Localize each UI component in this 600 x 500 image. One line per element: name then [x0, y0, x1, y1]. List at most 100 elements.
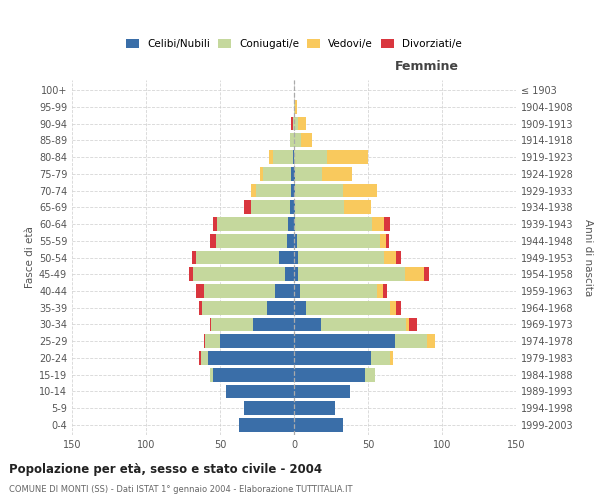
- Bar: [239, 418, 294, 432]
- Bar: [294, 250, 298, 264]
- Bar: [396, 250, 401, 264]
- Bar: [209, 318, 211, 332]
- Bar: [395, 334, 427, 348]
- Bar: [212, 217, 217, 231]
- Bar: [293, 150, 294, 164]
- Bar: [275, 284, 294, 298]
- Bar: [199, 351, 201, 365]
- Bar: [294, 234, 297, 247]
- Y-axis label: Fasce di età: Fasce di età: [25, 226, 35, 288]
- Bar: [291, 167, 294, 180]
- Legend: Celibi/Nubili, Coniugati/e, Vedovi/e, Divorziati/e: Celibi/Nubili, Coniugati/e, Vedovi/e, Di…: [126, 39, 462, 49]
- Bar: [298, 250, 384, 264]
- Bar: [294, 217, 295, 231]
- Bar: [295, 167, 322, 180]
- Bar: [297, 234, 380, 247]
- Bar: [406, 318, 409, 332]
- Bar: [294, 418, 343, 432]
- Bar: [208, 351, 294, 365]
- Bar: [212, 368, 294, 382]
- Bar: [217, 217, 288, 231]
- Bar: [320, 318, 406, 332]
- Bar: [294, 150, 326, 164]
- Bar: [343, 184, 377, 198]
- Bar: [383, 284, 387, 298]
- Bar: [244, 200, 251, 214]
- Bar: [298, 268, 405, 281]
- Bar: [209, 234, 215, 247]
- Bar: [287, 234, 294, 247]
- Bar: [201, 351, 208, 365]
- Bar: [294, 184, 295, 198]
- Bar: [294, 402, 335, 415]
- Bar: [377, 284, 383, 298]
- Bar: [244, 402, 294, 415]
- Bar: [295, 184, 343, 198]
- Bar: [294, 368, 365, 382]
- Bar: [386, 234, 389, 247]
- Bar: [268, 301, 294, 314]
- Bar: [405, 268, 424, 281]
- Bar: [294, 334, 395, 348]
- Bar: [256, 184, 291, 198]
- Bar: [396, 301, 401, 314]
- Bar: [291, 116, 293, 130]
- Text: COMUNE DI MONTI (SS) - Dati ISTAT 1° gennaio 2004 - Elaborazione TUTTITALIA.IT: COMUNE DI MONTI (SS) - Dati ISTAT 1° gen…: [9, 485, 353, 494]
- Text: Popolazione per età, sesso e stato civile - 2004: Popolazione per età, sesso e stato civil…: [9, 462, 322, 475]
- Bar: [294, 116, 298, 130]
- Bar: [253, 318, 294, 332]
- Bar: [279, 250, 294, 264]
- Bar: [373, 217, 384, 231]
- Bar: [260, 167, 263, 180]
- Bar: [390, 301, 396, 314]
- Bar: [294, 134, 301, 147]
- Bar: [263, 167, 291, 180]
- Bar: [306, 301, 390, 314]
- Bar: [294, 200, 295, 214]
- Bar: [344, 200, 371, 214]
- Bar: [295, 100, 297, 114]
- Bar: [204, 334, 205, 348]
- Bar: [384, 217, 390, 231]
- Bar: [193, 268, 285, 281]
- Bar: [424, 268, 428, 281]
- Bar: [204, 284, 275, 298]
- Bar: [196, 284, 204, 298]
- Bar: [273, 150, 293, 164]
- Bar: [294, 100, 295, 114]
- Bar: [294, 167, 295, 180]
- Bar: [295, 200, 344, 214]
- Bar: [294, 351, 371, 365]
- Bar: [380, 234, 386, 247]
- Y-axis label: Anni di nascita: Anni di nascita: [583, 219, 593, 296]
- Text: Femmine: Femmine: [395, 60, 459, 73]
- Bar: [269, 150, 273, 164]
- Bar: [288, 217, 294, 231]
- Bar: [251, 200, 290, 214]
- Bar: [199, 301, 202, 314]
- Bar: [202, 301, 268, 314]
- Bar: [211, 318, 253, 332]
- Bar: [298, 116, 306, 130]
- Bar: [290, 200, 294, 214]
- Bar: [384, 250, 396, 264]
- Bar: [189, 268, 193, 281]
- Bar: [226, 384, 294, 398]
- Bar: [390, 351, 393, 365]
- Bar: [192, 250, 196, 264]
- Bar: [285, 268, 294, 281]
- Bar: [291, 184, 294, 198]
- Bar: [371, 351, 390, 365]
- Bar: [326, 150, 368, 164]
- Bar: [295, 217, 373, 231]
- Bar: [290, 134, 294, 147]
- Bar: [427, 334, 434, 348]
- Bar: [293, 116, 294, 130]
- Bar: [196, 250, 279, 264]
- Bar: [294, 318, 320, 332]
- Bar: [294, 284, 300, 298]
- Bar: [409, 318, 417, 332]
- Bar: [300, 284, 377, 298]
- Bar: [220, 334, 294, 348]
- Bar: [251, 184, 256, 198]
